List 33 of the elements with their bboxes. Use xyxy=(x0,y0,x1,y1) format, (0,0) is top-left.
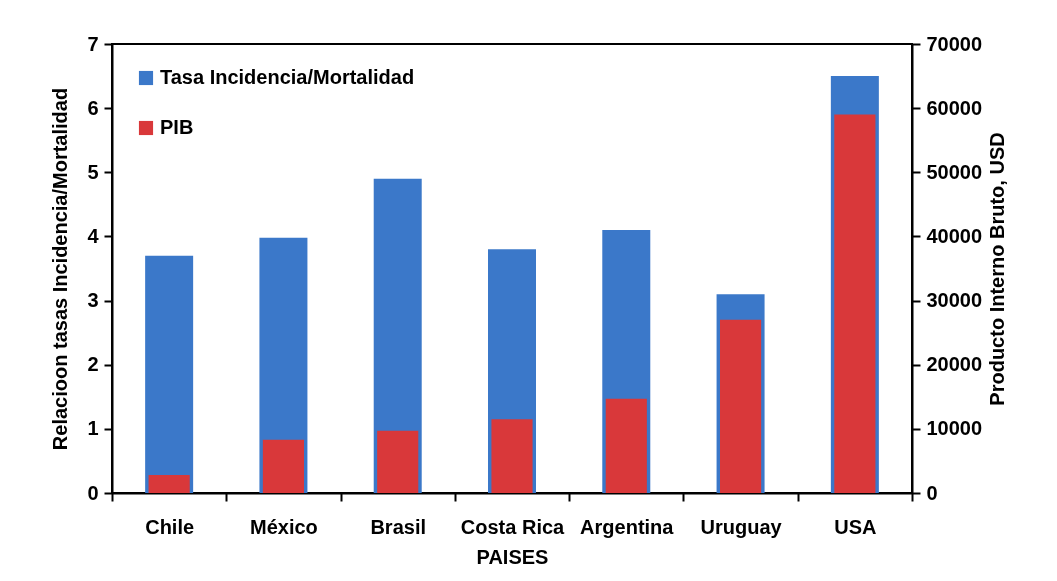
y-axis-title: Relacioon tasas Incidencia/Mortalidad xyxy=(49,87,72,451)
y2-tick-label: 10000 xyxy=(926,417,983,440)
x-tick-label: Brasil xyxy=(370,515,427,538)
y2-tick-label: 70000 xyxy=(926,32,983,55)
y2-tick-label: 0 xyxy=(926,481,938,504)
bar xyxy=(491,419,533,493)
y2-axis-title: Producto Interno Bruto, USD xyxy=(986,132,1009,406)
y-tick-label: 1 xyxy=(87,417,99,440)
y-tick-label: 2 xyxy=(87,353,99,376)
y-tick-label: 0 xyxy=(87,481,99,504)
bar xyxy=(148,475,190,493)
bar xyxy=(262,439,304,493)
x-tick-label: Costa Rica xyxy=(460,515,566,538)
bar xyxy=(377,430,419,493)
y2-tick-label: 20000 xyxy=(926,353,983,376)
y-tick-label: 5 xyxy=(87,160,99,183)
y2-tick-label: 40000 xyxy=(926,224,983,247)
x-tick-label: México xyxy=(250,515,318,538)
x-axis-title: PAISES xyxy=(476,545,549,568)
x-tick-label: Chile xyxy=(145,515,195,538)
x-tick-label: Argentina xyxy=(580,515,675,538)
y-tick-label: 3 xyxy=(87,289,99,312)
legend-label: PIB xyxy=(160,116,194,138)
x-tick-label: USA xyxy=(834,515,877,538)
y2-tick-label: 30000 xyxy=(926,289,983,312)
bar xyxy=(145,255,194,493)
y-tick-label: 7 xyxy=(87,32,99,55)
y2-tick-label: 50000 xyxy=(926,160,983,183)
legend-label: Tasa Incidencia/Mortalidad xyxy=(160,66,415,88)
y-tick-label: 4 xyxy=(87,224,100,247)
y2-tick-label: 60000 xyxy=(926,96,983,119)
y-tick-label: 6 xyxy=(87,96,99,119)
x-tick-label: Uruguay xyxy=(700,515,783,538)
